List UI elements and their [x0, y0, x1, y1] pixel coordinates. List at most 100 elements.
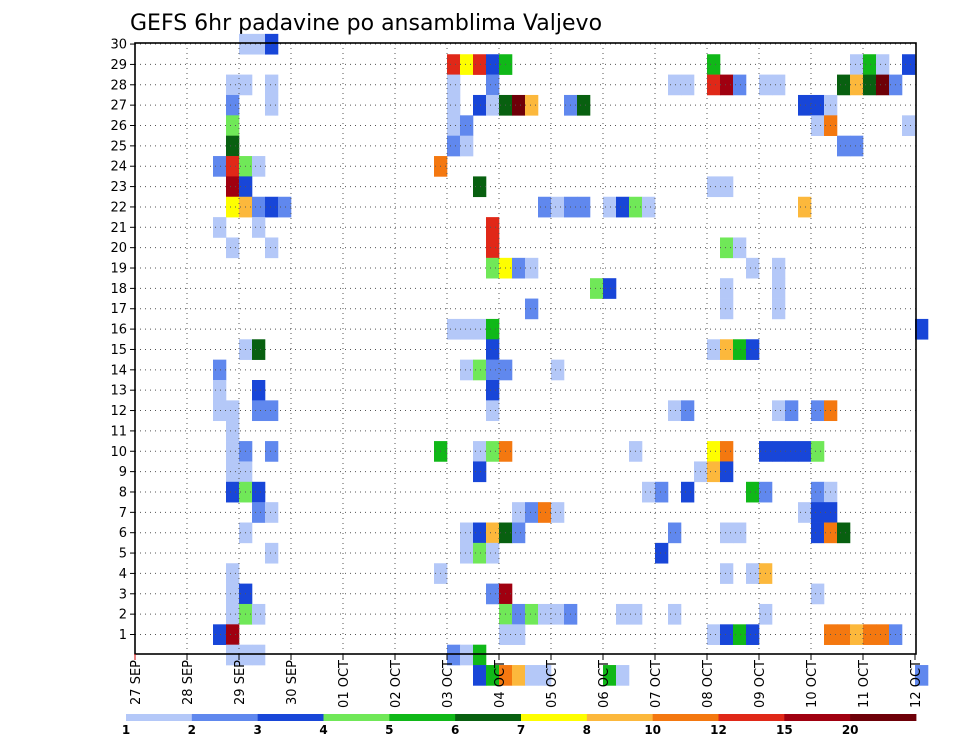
- precip-cell: [850, 624, 864, 645]
- precip-cell: [837, 135, 851, 157]
- precip-cell: [473, 665, 487, 686]
- precip-cell: [486, 94, 500, 116]
- precip-cell: [226, 135, 240, 157]
- colorbar-swatch: [191, 714, 259, 721]
- precip-cell: [746, 624, 760, 645]
- precip-cell: [746, 563, 760, 584]
- precip-cell: [473, 94, 487, 116]
- precip-cell: [863, 74, 877, 96]
- y-tick-label: 13: [110, 384, 127, 399]
- precip-cell: [460, 54, 474, 75]
- colorbar-label: 1: [122, 723, 130, 737]
- precip-cell: [720, 237, 734, 259]
- precip-cell: [226, 74, 240, 96]
- x-tick-label: 28 SEP: [181, 660, 196, 705]
- colorbar-swatch: [389, 714, 456, 721]
- x-tick-label: 03 OCT: [441, 660, 456, 708]
- precip-cell: [226, 583, 240, 605]
- y-tick-label: 12: [110, 404, 127, 419]
- precip-cell: [551, 196, 565, 218]
- precip-cell: [707, 441, 721, 462]
- precip-cell: [915, 665, 929, 686]
- precip-cell: [603, 278, 617, 299]
- y-tick-label: 21: [110, 221, 127, 236]
- precip-cell: [213, 217, 227, 238]
- precip-cell: [798, 441, 812, 462]
- precip-cell: [655, 542, 669, 564]
- precip-cell: [486, 339, 500, 360]
- precip-cell: [486, 380, 500, 401]
- y-tick-label: 3: [119, 587, 127, 602]
- precip-cell: [668, 400, 682, 422]
- y-tick-label: 8: [119, 485, 127, 500]
- y-tick-label: 2: [119, 608, 127, 623]
- precip-cell: [265, 400, 279, 422]
- precip-cell: [837, 624, 851, 645]
- precip-cell: [226, 156, 240, 177]
- x-tick-label: 01 OCT: [337, 660, 352, 708]
- colorbar-label: 10: [644, 723, 661, 737]
- precip-cell: [473, 359, 487, 381]
- precip-cell: [226, 603, 240, 625]
- precip-cell: [720, 278, 734, 299]
- y-tick-label: 20: [110, 241, 127, 256]
- y-tick-label: 22: [110, 200, 127, 215]
- precip-cell: [252, 339, 266, 360]
- precip-cell: [668, 603, 682, 625]
- precip-cell: [720, 624, 734, 645]
- precip-cell: [486, 318, 500, 340]
- precip-cell: [538, 502, 552, 523]
- precip-cell: [551, 603, 565, 625]
- precip-cell: [213, 380, 227, 401]
- precip-cell: [226, 196, 240, 218]
- colorbar-label: 4: [319, 723, 327, 737]
- colorbar-label: 3: [253, 723, 261, 737]
- x-tick-label: 06 OCT: [597, 660, 612, 708]
- y-tick-label: 29: [110, 58, 127, 73]
- precip-cell: [447, 74, 461, 96]
- precip-cell: [811, 94, 825, 116]
- precip-cell: [538, 196, 552, 218]
- x-tick-label: 05 OCT: [545, 660, 560, 708]
- precip-cell: [252, 502, 266, 523]
- chart-title: GEFS 6hr padavine po ansamblima Valjevo: [130, 11, 602, 36]
- precip-cell: [226, 481, 240, 503]
- precip-cell: [473, 441, 487, 462]
- precip-cell: [616, 665, 630, 686]
- precip-cell: [473, 54, 487, 75]
- x-tick-label: 02 OCT: [389, 660, 404, 708]
- colorbar-label: 20: [842, 723, 859, 737]
- y-tick-label: 26: [110, 119, 127, 134]
- x-tick-label: 04 OCT: [493, 660, 508, 708]
- precip-cell: [551, 359, 565, 381]
- precip-cell: [447, 644, 461, 666]
- precip-cell: [460, 644, 474, 666]
- precip-cell: [226, 441, 240, 462]
- precip-cell: [850, 135, 864, 157]
- precip-cell: [772, 278, 786, 299]
- precip-cell: [785, 400, 799, 422]
- precip-cell: [226, 644, 240, 666]
- precip-cell: [252, 380, 266, 401]
- precip-cell: [252, 33, 266, 55]
- precip-cell: [876, 54, 890, 75]
- precip-cell: [733, 74, 747, 96]
- precip-cell: [213, 359, 227, 381]
- precip-cell: [707, 624, 721, 645]
- precip-cell: [811, 583, 825, 605]
- precip-cell: [512, 502, 526, 523]
- precip-cell: [863, 624, 877, 645]
- precip-cell: [499, 665, 513, 686]
- y-tick-label: 14: [110, 363, 127, 378]
- precip-cell: [681, 481, 695, 503]
- precip-cell: [733, 339, 747, 360]
- precip-cell: [720, 176, 734, 198]
- precip-cell: [252, 156, 266, 177]
- y-tick-label: 25: [110, 139, 127, 154]
- precip-cell: [486, 237, 500, 259]
- precip-cell: [486, 522, 500, 544]
- precip-cell: [525, 298, 539, 320]
- y-tick-label: 28: [110, 78, 127, 93]
- y-tick-label: 17: [110, 302, 127, 317]
- x-tick-label: 09 OCT: [753, 660, 768, 708]
